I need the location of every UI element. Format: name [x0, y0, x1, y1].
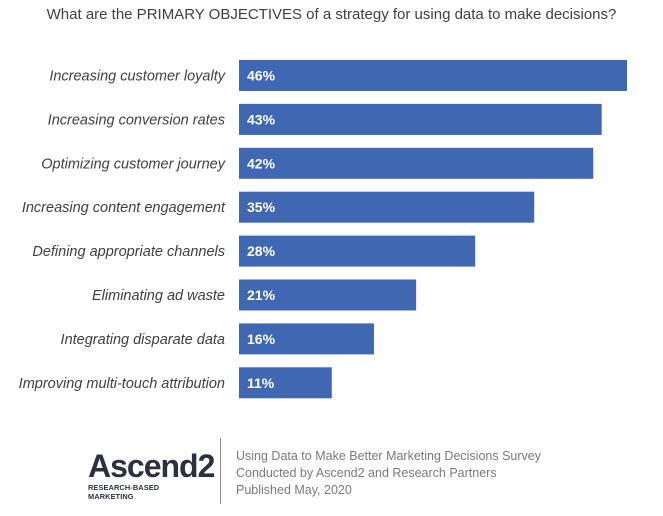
category-label-5: Defining appropriate channels: [32, 244, 225, 260]
category-label-6: Eliminating ad waste: [92, 288, 225, 304]
bar-7: [239, 323, 374, 355]
credit-line-survey: Using Data to Make Better Marketing Deci…: [236, 449, 541, 463]
bar-3: [239, 147, 594, 179]
chart-title: What are the PRIMARY OBJECTIVES of a str…: [46, 6, 617, 23]
category-label-4: Increasing content engagement: [22, 200, 226, 216]
logo-text: Ascend2: [88, 448, 215, 484]
footer: Ascend2 RESEARCH-BASED MARKETING Using D…: [0, 436, 663, 508]
credit-line-conducted: Conducted by Ascend2 and Research Partne…: [236, 466, 497, 480]
bar-value-label-5: 28%: [247, 243, 276, 259]
logo-tagline: RESEARCH-BASED MARKETING: [88, 483, 160, 501]
bar-chart: 46% Increasing customer loyalty 43% Increas…: [19, 60, 627, 399]
survey-credits: Using Data to Make Better Marketing Deci…: [236, 448, 541, 499]
category-label-3: Optimizing customer journey: [41, 156, 225, 172]
bar-6: [239, 279, 417, 311]
bar-5: [239, 235, 476, 267]
bar-value-label-3: 42%: [247, 155, 276, 171]
bar-value-label-2: 43%: [247, 111, 276, 127]
footer-divider: [220, 438, 221, 504]
bar-4: [239, 191, 535, 223]
category-label-8: Improving multi-touch attribution: [19, 376, 225, 392]
bar-value-label-4: 35%: [247, 199, 276, 215]
category-label-7: Integrating disparate data: [61, 332, 225, 348]
category-label-2: Increasing conversion rates: [48, 112, 225, 128]
bar-8: [239, 367, 332, 399]
bar-value-label-6: 21%: [247, 287, 276, 303]
bar-1: [239, 60, 627, 91]
bar-value-label-7: 16%: [247, 331, 276, 347]
credit-line-published: Published May, 2020: [236, 483, 352, 497]
category-label-1: Increasing customer loyalty: [49, 69, 225, 85]
bar-value-label-1: 46%: [247, 68, 276, 84]
ascend2-logo: Ascend2 RESEARCH-BASED MARKETING: [88, 448, 215, 501]
bar-2: [239, 103, 602, 135]
bar-value-label-8: 11%: [247, 375, 275, 391]
